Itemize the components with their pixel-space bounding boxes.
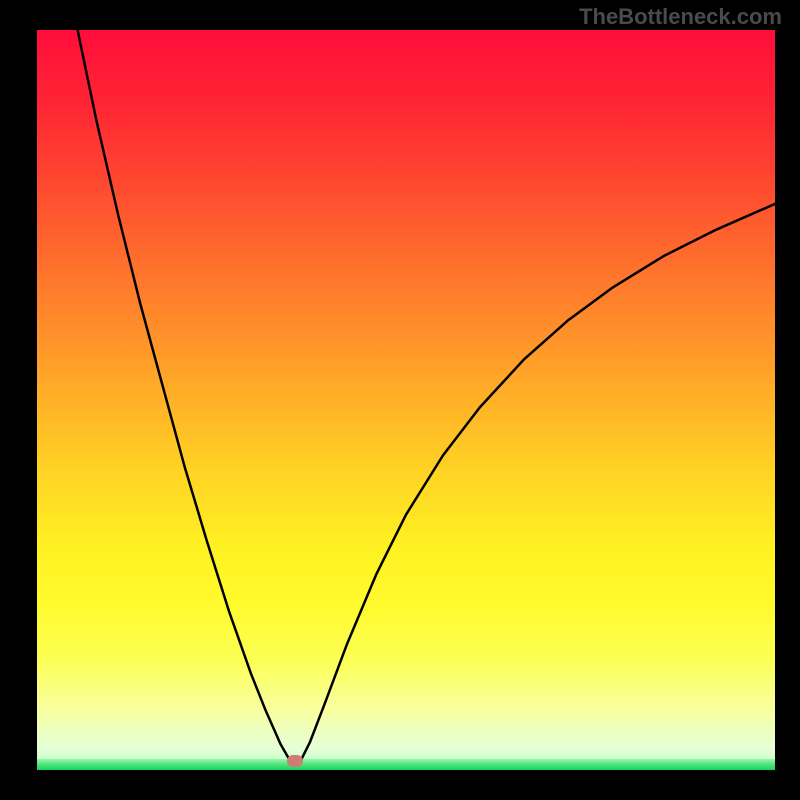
watermark-text: TheBottleneck.com (579, 4, 782, 30)
chart-curve-line (78, 30, 775, 766)
frame-border-right (775, 0, 800, 800)
chart-minimum-marker (287, 755, 303, 767)
chart-plot-area (37, 30, 775, 770)
frame-border-left (0, 0, 37, 800)
frame-border-bottom (0, 770, 800, 800)
chart-curve (37, 30, 775, 770)
